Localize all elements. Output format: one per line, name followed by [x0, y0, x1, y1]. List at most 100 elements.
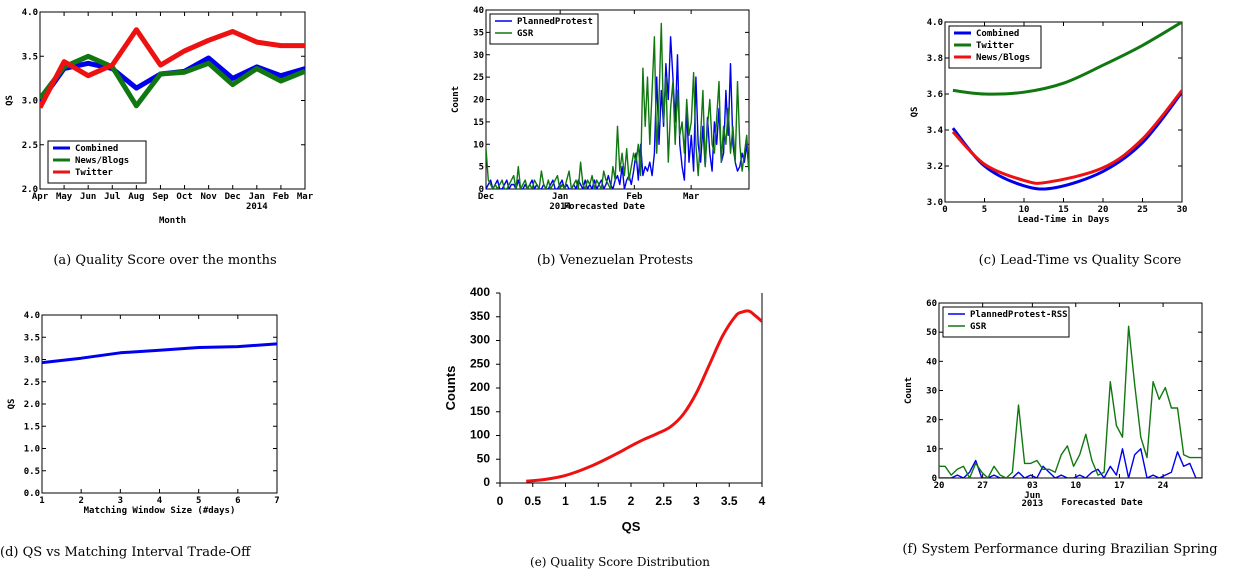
- y-tick-label: 3.4: [927, 126, 944, 136]
- caption-a: (a) Quality Score over the months: [53, 253, 277, 268]
- x-tick-label: 10: [1019, 205, 1030, 215]
- x-tick-label: Apr: [32, 192, 49, 202]
- y-tick-label: 2.0: [22, 185, 38, 195]
- x-tick-label: 1.5: [590, 494, 607, 508]
- y-tick-label: 400: [470, 285, 490, 299]
- legend-label: News/Blogs: [976, 53, 1030, 63]
- legend-label: PlannedProtest: [517, 17, 593, 27]
- legend-label: Combined: [75, 143, 118, 154]
- x-tick-label: Jan: [552, 192, 568, 202]
- caption-e: (e) Quality Score Distribution: [530, 555, 710, 569]
- legend-label: GSR: [517, 29, 534, 39]
- legend-label: GSR: [970, 322, 987, 332]
- legend-label: News/Blogs: [75, 156, 129, 166]
- x-sublabel: 2014: [549, 202, 571, 212]
- caption-c: (c) Lead-Time vs Quality Score: [978, 253, 1182, 268]
- x-tick-label: Mar: [297, 192, 314, 202]
- x-axis-label: Month: [159, 216, 186, 226]
- y-tick-label: 1.0: [24, 445, 40, 455]
- series-line-twitter: [952, 22, 1182, 96]
- series-line-gsr: [939, 325, 1202, 478]
- y-tick-label: 4.0: [22, 8, 38, 18]
- y-tick-label: 3.6: [927, 90, 943, 100]
- x-tick-label: Dec: [478, 192, 494, 202]
- legend-box: [489, 13, 599, 45]
- y-tick-label: 60: [926, 299, 937, 309]
- y-axis-label: Count: [451, 86, 461, 113]
- x-tick-label: Aug: [128, 192, 144, 202]
- y-tick-label: 1.5: [24, 422, 40, 432]
- y-tick-label: 3.5: [24, 333, 40, 343]
- series-line-gsr: [486, 22, 749, 189]
- y-tick-label: 0: [932, 474, 937, 484]
- series-line-plannedprotest: [486, 36, 749, 189]
- x-sublabel: 2013: [1022, 499, 1044, 509]
- x-tick-label: Sep: [152, 192, 169, 202]
- x-tick-label: 3: [693, 494, 700, 508]
- x-tick-label: Dec: [225, 192, 241, 202]
- legend-label: Twitter: [75, 167, 114, 178]
- x-tick-label: Nov: [201, 192, 218, 202]
- y-axis-label: QS: [910, 107, 920, 118]
- x-tick-label: 2: [78, 496, 83, 506]
- series-line-series-0: [526, 309, 762, 483]
- y-tick-label: 200: [470, 380, 490, 394]
- chart-a: 2.0 2.5 3.0 3.5 4.0 Apr May Jun Jul Aug Sep Oct Nov D…: [5, 8, 314, 226]
- y-tick-label: 30: [473, 51, 484, 61]
- x-tick-label: Jan: [249, 192, 265, 202]
- x-tick-label: 0.5: [524, 494, 541, 508]
- caption-b: (b) Venezuelan Protests: [536, 253, 694, 268]
- y-tick-label: 300: [470, 333, 490, 347]
- x-tick-label: 10: [1070, 481, 1081, 491]
- y-tick-label: 5: [479, 163, 484, 173]
- legend-label: PlannedProtest-RSS: [970, 310, 1068, 320]
- y-tick-label: 3.0: [927, 198, 943, 208]
- y-tick-label: 0: [483, 475, 490, 489]
- x-tick-label: 03: [1027, 481, 1038, 491]
- series-line-news-blogs: [40, 53, 305, 109]
- x-tick-label: 4: [759, 494, 766, 508]
- y-tick-label: 2.0: [24, 400, 40, 410]
- y-tick-label: 25: [473, 73, 484, 83]
- x-tick-label: 1: [39, 496, 44, 506]
- caption-d: (d) QS vs Matching Interval Trade-Off: [0, 545, 251, 560]
- y-tick-label: 0: [479, 185, 484, 195]
- y-tick-label: 30: [926, 387, 937, 397]
- y-tick-label: 35: [473, 28, 484, 38]
- y-tick-label: 0.5: [24, 467, 40, 477]
- x-axis-label: Lead-Time in Days: [1017, 214, 1109, 225]
- chart-c-panel: 3.0 3.2 3.4 3.6 3.8 4.0 0 5 10 15 20 25 30 Lead-Time …: [900, 0, 1240, 240]
- x-tick-label: 2: [628, 494, 635, 508]
- y-tick-label: 3.2: [927, 162, 943, 172]
- chart-d: 0.0 0.5 1.0 1.5 2.0 2.5 3.0 3.5 4.0 1 2 3 4 5 6 7 Matchi…: [7, 311, 280, 516]
- y-tick-label: 150: [470, 404, 490, 418]
- x-tick-label: 3: [118, 496, 123, 506]
- chart-e-panel: 0 50 100 150 200 250 300 350 400 0 0.5 1 1.5 2 2.5 3 3.5…: [420, 280, 800, 545]
- y-tick-label: 50: [926, 328, 937, 338]
- x-axis-label: QS: [622, 519, 641, 534]
- y-tick-label: 10: [926, 445, 937, 455]
- y-tick-label: 15: [473, 118, 484, 128]
- series-line-plannedprotest-rss: [939, 448, 1202, 478]
- y-tick-label: 20: [926, 416, 937, 426]
- y-axis-label: QS: [5, 95, 15, 106]
- y-tick-label: 350: [470, 309, 490, 323]
- x-tick-label: 15: [1058, 205, 1069, 215]
- chart-b-panel: 0 5 10 15 20 25 30 35 40 Dec Jan Feb Mar 2014 Forecast…: [440, 0, 780, 240]
- x-tick-label: 27: [977, 481, 988, 491]
- x-tick-label: 24: [1158, 481, 1169, 491]
- x-tick-label: 5: [982, 205, 987, 215]
- x-tick-label: Jun: [80, 192, 96, 202]
- y-tick-label: 250: [470, 356, 490, 370]
- legend-label: Combined: [976, 28, 1019, 39]
- y-tick-label: 0.0: [24, 489, 40, 499]
- x-tick-label: Feb: [273, 192, 290, 202]
- y-tick-label: 2.5: [22, 141, 38, 151]
- y-tick-label: 3.8: [927, 54, 943, 64]
- x-tick-label: 7: [274, 496, 279, 506]
- y-axis-label: Counts: [443, 366, 458, 411]
- legend-label: Twitter: [976, 40, 1015, 51]
- x-tick-label: 20: [934, 481, 945, 491]
- x-tick-label: 6: [235, 496, 240, 506]
